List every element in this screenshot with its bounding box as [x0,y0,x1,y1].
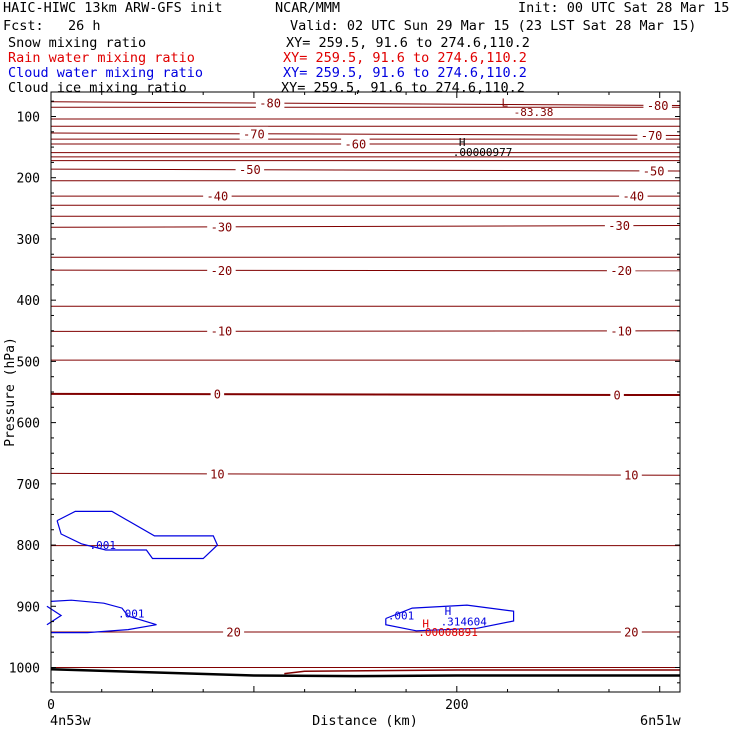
forecast-hour: Fcst: 26 h [3,18,101,34]
isotherm-label-bg [239,126,269,140]
isotherm-label-bg [210,387,225,401]
cloud-water-contour [56,510,219,560]
y-tick-label: 600 [17,417,40,432]
isotherm-label: -10 [610,324,632,338]
extremum-label: H [445,605,452,618]
isotherm-label: -60 [345,138,367,152]
terrain-line [50,668,680,678]
x-endpoint-right: 6n51w [640,713,682,729]
init-time: Init: 00 UTC Sat 28 Mar 15 [518,0,730,16]
extremum-label: -83.38 [514,106,554,119]
isotherm-label: 10 [624,469,638,483]
isotherm-label: -20 [211,264,233,278]
isotherm-label: -70 [641,129,663,143]
isotherm-line [50,132,681,136]
isotherm-label: -20 [610,264,632,278]
isotherm-line [50,472,681,476]
y-tick-label: 700 [17,478,40,493]
extremum-label: .00000977 [453,146,513,159]
isotherm-line [50,224,681,228]
extremum-label: .001 [118,608,145,621]
cloud-water-contour [50,599,157,634]
isotherm-label-bg [606,323,636,337]
isotherm-label-bg [620,468,642,482]
extremum-label: .001 [90,539,117,552]
isotherm-label-bg [203,189,232,203]
isotherm-label: 0 [613,388,620,402]
isotherm-label-bg [206,466,228,480]
extremum-label: .001 [388,609,415,622]
extremum-label: L [501,96,508,109]
isotherm-line [50,101,681,106]
field-name-snow: Snow mixing ratio [8,35,147,51]
isotherm-label-bg [207,324,236,338]
y-tick-label: 100 [17,110,40,125]
y-axis-label: Pressure (hPa) [3,337,18,447]
isotherm-label: 20 [624,626,638,640]
y-tick-label: 800 [17,539,40,554]
isotherm-line [50,168,681,172]
y-tick-label: 300 [17,233,40,248]
isotherm-label-bg [223,625,245,638]
isotherm-label-bg [207,263,236,277]
extremum-label: H [422,617,429,630]
isotherm-label: -10 [211,325,233,339]
model-title: HAIC-HIWC 13km ARW-GFS init [3,0,223,16]
x-tick-label: 200 [445,698,468,713]
isotherm-label-bg [639,163,668,177]
valid-time: Valid: 02 UTC Sun 29 Mar 15 (23 LST Sat … [290,18,697,34]
isotherm-line [284,669,680,675]
extremum-label: .00008891 [418,626,478,639]
field-xy-cloud-water: XY= 259.5, 91.6 to 274.6,110.2 [283,65,527,81]
isotherm-label-bg [207,219,236,233]
isotherm-label: 0 [214,388,221,402]
x-axis-label: Distance (km) [312,713,418,729]
isotherm-label-bg [341,137,370,151]
y-tick-label: 200 [17,172,40,187]
isotherm-label-bg [606,263,636,277]
extremum-label: H [459,136,466,149]
isotherm-label: -40 [622,190,644,204]
center-label: NCAR/MMM [275,0,341,16]
isotherm-label: -80 [647,99,669,113]
isotherm-label: -40 [207,190,229,204]
isotherm-label: -30 [608,219,630,233]
isotherm-label: -50 [239,163,261,177]
isotherm-label: -70 [243,127,265,141]
field-xy-rain: XY= 259.5, 91.6 to 274.6,110.2 [283,50,527,66]
x-endpoint-left: 4n53w [50,713,92,729]
field-name-rain: Rain water mixing ratio [8,50,195,66]
extremum-label: .314604 [441,616,488,629]
plot-frame [50,91,681,693]
isotherm-label: 10 [210,467,224,481]
field-name-cloud-water: Cloud water mixing ratio [8,65,204,81]
isotherm-label: -50 [643,164,665,178]
isotherm-label-bg [604,218,634,232]
isotherm-label: -30 [211,220,233,234]
isotherm-label-bg [235,162,265,176]
y-tick-label: 400 [17,294,40,309]
isotherm-line [50,392,681,397]
isotherm-line [50,269,681,272]
y-tick-label: 1000 [9,662,40,677]
y-tick-label: 900 [17,600,40,615]
isotherm-label-bg [643,98,672,112]
isotherm-label-bg [610,387,624,401]
isotherm-label-bg [619,189,648,203]
x-tick-label: 0 [47,698,55,713]
cloud-water-contour [385,604,515,632]
isotherm-label-bg [255,96,285,110]
isotherm-label: -80 [259,97,281,111]
isotherm-label-bg [637,128,666,142]
isotherm-label-bg [620,625,642,638]
field-xy-snow: XY= 259.5, 91.6 to 274.6,110.2 [286,35,530,51]
isotherm-line [50,330,681,332]
y-tick-label: 500 [17,355,40,370]
isotherm-label: 20 [226,626,240,640]
